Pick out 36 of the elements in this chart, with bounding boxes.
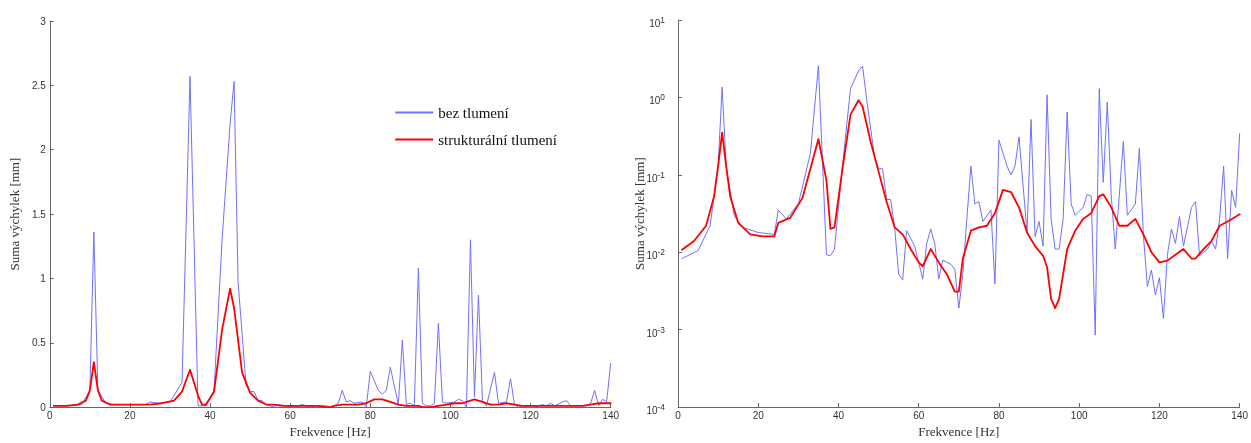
y-tick-label: 1 (40, 272, 47, 284)
y-axis-title: Suma výchylek [mm] (7, 157, 22, 271)
x-tick-label: 20 (124, 409, 136, 421)
y-tick-label: 10$^{1}$ (649, 14, 665, 31)
x-tick-label: 100 (442, 409, 460, 421)
y-tick-label: 10$^{-4}$ (646, 401, 665, 418)
x-tick-label: 80 (993, 409, 1005, 421)
y-tick-label: 0 (40, 401, 47, 413)
legend-label: strukturální tlumení (438, 131, 557, 148)
legend-label: bez tlumení (438, 104, 509, 121)
x-tick-label: 60 (913, 409, 925, 421)
y-tick-label: 10$^{-3}$ (646, 323, 665, 340)
x-tick-label: 60 (284, 409, 297, 421)
x-tick-label: 140 (1231, 409, 1249, 421)
x-axis-title: Frekvence [Hz] (918, 424, 1000, 439)
line-series (681, 65, 1241, 336)
x-axis-title: Frekvence [Hz] (289, 424, 371, 439)
x-tick-label: 20 (752, 409, 765, 421)
y-axis-title: Suma výchylek [mm] (632, 157, 647, 270)
y-tick-label: 0.5 (31, 337, 47, 349)
y-tick-label: 3 (40, 15, 47, 27)
y-tick-label: 2.5 (31, 79, 47, 91)
y-tick-label: 10$^{0}$ (649, 91, 665, 108)
x-tick-label: 120 (522, 409, 540, 421)
y-tick-label: 1.5 (31, 208, 47, 220)
x-tick-label: 100 (1070, 409, 1088, 421)
x-tick-label: 80 (364, 409, 377, 421)
x-tick-label: 40 (832, 409, 845, 421)
y-tick-label: 10$^{-1}$ (646, 169, 665, 186)
y-tick-label: 10$^{-2}$ (646, 246, 665, 263)
y-tick-label: 2 (40, 144, 47, 156)
x-tick-label: 0 (675, 409, 682, 421)
x-tick-label: 40 (204, 409, 217, 421)
x-tick-label: 140 (602, 409, 620, 421)
x-tick-label: 120 (1151, 409, 1169, 421)
line-series (681, 99, 1241, 309)
